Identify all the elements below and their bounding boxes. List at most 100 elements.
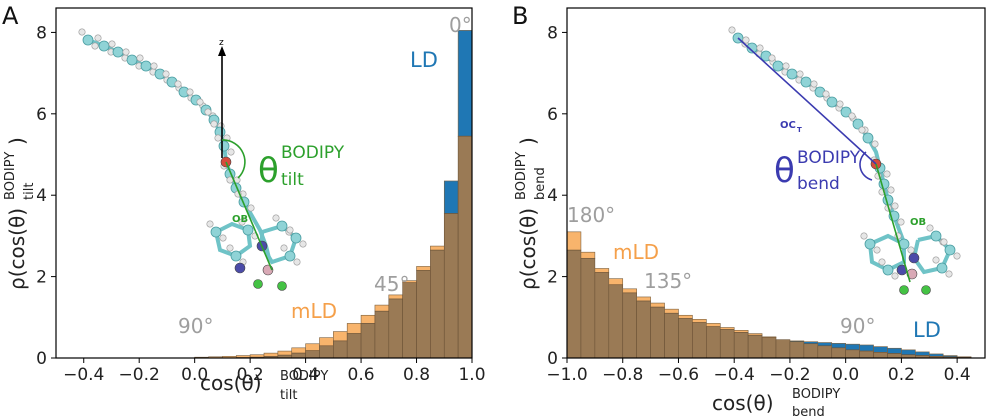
panel-b-ylabel-sup: BODIPY <box>514 152 529 200</box>
carbon-atom-icon <box>140 60 152 72</box>
hydrogen-atom-icon <box>768 54 776 62</box>
overlap-bar <box>319 345 334 359</box>
y-tick-label: 4 <box>547 186 558 206</box>
mld-bar-excess <box>374 304 390 312</box>
hydrogen-atom-icon <box>219 234 227 242</box>
hydrogen-atom-icon <box>822 90 830 98</box>
carbon-atom-icon <box>126 54 138 66</box>
hydrogen-atom-icon <box>293 258 301 266</box>
y-tick-label: 0 <box>547 349 558 369</box>
hydrogen-atom-icon <box>858 126 866 134</box>
overlap-bar <box>650 306 665 359</box>
angle-label-180: 180° <box>567 203 615 227</box>
carbon-atom-icon <box>826 96 838 108</box>
mld-bar-excess <box>608 278 624 286</box>
carbon-atom-icon <box>862 132 874 144</box>
x-tick-label: 1.0 <box>458 365 485 385</box>
panel-b-ylabel-sub: bend <box>533 167 548 200</box>
ld-bar-excess <box>443 180 459 214</box>
overlap-bar <box>457 135 473 359</box>
panel-a-frame <box>55 7 473 359</box>
carbon-atom-icon <box>882 264 894 276</box>
hydrogen-atom-icon <box>186 88 194 96</box>
hydrogen-atom-icon <box>848 112 856 120</box>
panel-a-ticks: −0.4 −0.2 0.0 0.2 0.4 0.6 0.8 1.0 0 2 4 6 8 <box>36 23 485 385</box>
mld-bar-excess <box>566 231 582 251</box>
mld-label-a: mLD <box>291 299 337 323</box>
hydrogen-atom-icon <box>932 256 940 264</box>
overlap-bar <box>706 326 721 359</box>
y-tick-label: 4 <box>36 186 47 206</box>
mld-bar-excess <box>678 314 693 319</box>
hydrogen-atom-icon <box>210 120 218 128</box>
panel-b: B OC T OB θ BODIPY bend 180° mLD 135° 90… <box>512 2 986 417</box>
y-tick-label: 2 <box>547 268 558 288</box>
ld-bar-excess <box>831 343 846 349</box>
molecule-a-ring <box>214 221 253 259</box>
hydrogen-atom-icon <box>78 28 86 36</box>
hydrogen-atom-icon <box>891 202 899 210</box>
overlap-bar <box>733 332 749 359</box>
carbon-atom-icon <box>242 224 254 236</box>
carbon-atom-icon <box>936 262 948 274</box>
hydrogen-atom-icon <box>897 218 905 226</box>
nitrogen-atom-icon <box>234 262 246 274</box>
hydrogen-atom-icon <box>226 244 234 252</box>
ld-bar-excess <box>803 341 819 345</box>
panel-b-xlabel-sub: bend <box>792 405 825 417</box>
overlap-bar <box>608 284 624 359</box>
fluorine-atom-icon <box>277 281 287 291</box>
mld-bar-excess <box>650 302 665 308</box>
mld-bar-excess <box>263 352 279 357</box>
ld-bar-excess <box>928 353 944 357</box>
overlap-bar <box>692 322 707 359</box>
hydrogen-atom-icon <box>878 258 886 266</box>
x-tick-label: 0.6 <box>348 365 375 385</box>
x-tick-label: −0.2 <box>119 365 160 385</box>
carbon-atom-icon <box>864 238 876 250</box>
hydrogen-atom-icon <box>945 270 953 278</box>
panel-a-letter: A <box>2 2 19 30</box>
mld-bar-excess <box>319 337 334 347</box>
ld-bar-excess <box>457 30 473 137</box>
overlap-bar <box>831 347 846 359</box>
panel-a-ylabel-main: ρ(cos(θ) <box>5 208 29 290</box>
hydrogen-atom-icon <box>926 224 934 232</box>
carbon-atom-icon <box>284 250 296 262</box>
theta-bend-sup: BODIPY <box>797 148 861 168</box>
mld-bar-excess <box>636 296 651 302</box>
mld-bar-excess <box>277 350 293 356</box>
panel-a-bars <box>194 30 473 359</box>
theta-tilt-arc-icon <box>221 139 246 179</box>
hydrogen-atom-icon <box>280 244 288 252</box>
carbon-atom-icon <box>218 140 230 152</box>
panel-b-xlabel-main: cos(θ) <box>712 391 774 415</box>
overlap-bar <box>566 249 582 359</box>
nitrogen-atom-icon <box>908 252 920 264</box>
ob-vector-b <box>875 163 911 283</box>
ld-bar-excess <box>887 347 902 354</box>
x-tick-label: −0.8 <box>602 365 643 385</box>
hydrogen-atom-icon <box>860 232 868 240</box>
overlap-bar <box>747 334 763 359</box>
y-tick-label: 6 <box>547 105 558 125</box>
panel-b-bars <box>566 231 972 359</box>
carbon-atom-icon <box>840 106 852 118</box>
theta-bend-sub: bend <box>797 174 840 194</box>
mld-label-b: mLD <box>613 240 659 264</box>
overlap-bar <box>580 257 596 359</box>
angle-label-135: 135° <box>644 269 692 293</box>
panel-a-ylabel: ρ(cos(θ) BODIPY tilt ) <box>3 137 37 290</box>
x-tick-label: −0.4 <box>714 365 755 385</box>
panel-b-ticks: −1.0 −0.8 −0.6 −0.4 −0.2 0.0 0.2 0.4 0 2 4 6 8 <box>546 23 970 385</box>
hydrogen-atom-icon <box>94 34 102 42</box>
overlap-bar <box>346 333 362 359</box>
panel-b-xlabel-sup: BODIPY <box>792 387 840 402</box>
hydrogen-atom-icon <box>907 246 915 254</box>
hydrogen-atom-icon <box>883 170 891 178</box>
mld-bar-excess <box>706 323 721 327</box>
carbon-atom-icon <box>930 230 942 242</box>
hydrogen-atom-icon <box>204 108 212 116</box>
carbon-atom-icon <box>98 40 110 52</box>
